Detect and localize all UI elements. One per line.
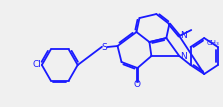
Text: O: O bbox=[134, 80, 141, 88]
Text: S: S bbox=[102, 42, 107, 52]
Text: CH₃: CH₃ bbox=[207, 40, 220, 46]
Text: N: N bbox=[180, 31, 187, 40]
Text: Cl: Cl bbox=[32, 60, 41, 69]
Text: N: N bbox=[180, 52, 187, 61]
